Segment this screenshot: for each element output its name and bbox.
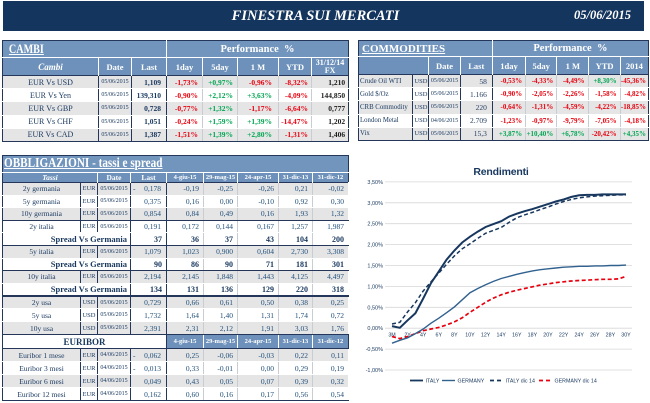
- svg-text:3M: 3M: [388, 333, 395, 339]
- svg-text:GERMANY dic 14: GERMANY dic 14: [555, 379, 597, 385]
- svg-text:2,00%: 2,00%: [367, 243, 383, 249]
- svg-text:ITALY dic 14: ITALY dic 14: [506, 379, 535, 385]
- svg-text:26Y: 26Y: [590, 333, 600, 339]
- svg-text:2,50%: 2,50%: [367, 222, 383, 228]
- svg-text:28Y: 28Y: [606, 333, 616, 339]
- svg-text:0,00%: 0,00%: [367, 326, 383, 332]
- svg-text:12Y: 12Y: [481, 333, 491, 339]
- svg-text:18Y: 18Y: [528, 333, 538, 339]
- svg-text:3,50%: 3,50%: [367, 180, 383, 186]
- svg-text:4Y: 4Y: [420, 333, 427, 339]
- svg-text:8Y: 8Y: [451, 333, 458, 339]
- svg-text:1,50%: 1,50%: [367, 264, 383, 270]
- svg-text:GERMANY: GERMANY: [458, 379, 485, 385]
- svg-text:Rendimenti: Rendimenti: [473, 166, 528, 178]
- svg-text:30Y: 30Y: [621, 333, 631, 339]
- svg-text:24Y: 24Y: [574, 333, 584, 339]
- svg-text:1,00%: 1,00%: [367, 284, 383, 290]
- svg-text:3,00%: 3,00%: [367, 201, 383, 207]
- svg-text:20Y: 20Y: [543, 333, 553, 339]
- svg-text:-1,00%: -1,00%: [366, 368, 384, 374]
- svg-text:16Y: 16Y: [512, 333, 522, 339]
- svg-text:0,50%: 0,50%: [367, 305, 383, 311]
- svg-text:ITALY: ITALY: [426, 379, 440, 385]
- svg-text:22Y: 22Y: [559, 333, 569, 339]
- svg-text:10Y: 10Y: [465, 333, 475, 339]
- svg-text:14Y: 14Y: [496, 333, 506, 339]
- svg-text:-0,50%: -0,50%: [366, 347, 384, 353]
- svg-text:6Y: 6Y: [436, 333, 443, 339]
- svg-text:2Y: 2Y: [404, 333, 411, 339]
